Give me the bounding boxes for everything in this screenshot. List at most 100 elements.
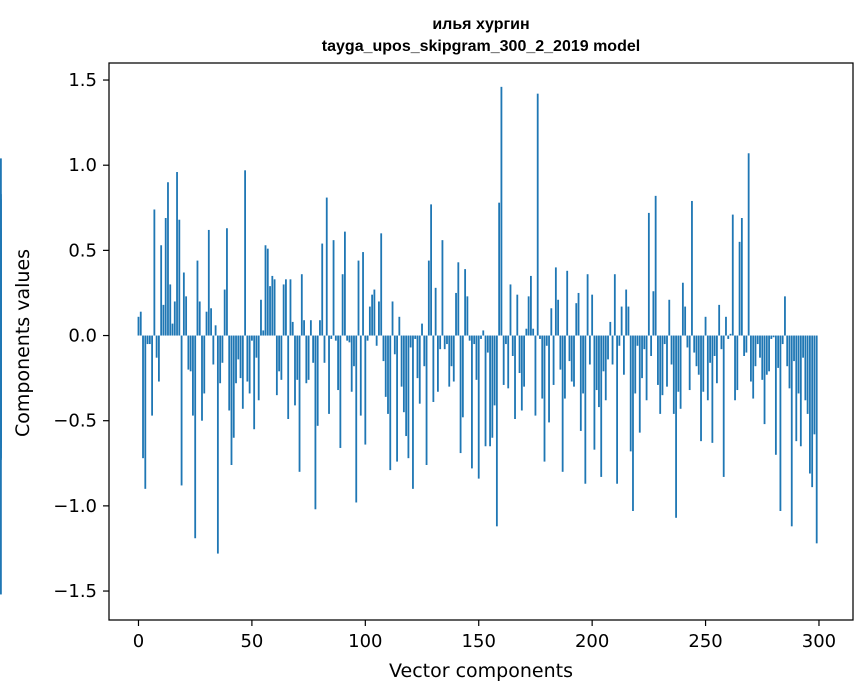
bar-component-265 [738, 241, 741, 336]
bar-component-54 [260, 299, 262, 336]
bar-component-69 [294, 335, 296, 406]
bar-component-211 [616, 335, 618, 484]
bar-component-107 [380, 233, 383, 336]
bar-component-30 [205, 311, 208, 336]
bar-component-176 [536, 93, 539, 336]
bar-component-185 [557, 299, 560, 336]
bar-component-165 [511, 335, 514, 356]
bar-component-undefined [0, 253, 2, 336]
bar-component-262 [731, 214, 734, 336]
bar-component-208 [609, 321, 612, 336]
bar-component-50 [251, 335, 253, 341]
bar-component-65 [285, 279, 287, 336]
bar-component-142 [459, 335, 462, 454]
bar-component-101 [366, 335, 369, 341]
bar-component-251 [706, 335, 709, 401]
y-tick-label: 1.0 [68, 155, 97, 176]
bar-component-194 [577, 292, 580, 336]
bar-component-1 [139, 311, 142, 336]
bar-component-undefined [0, 335, 2, 355]
bar-component-31 [207, 229, 210, 336]
bar-component-88 [337, 335, 339, 391]
bar-component-205 [602, 335, 605, 372]
bar-component-182 [550, 308, 553, 336]
bar-component-223 [643, 335, 646, 350]
bar-component-122 [414, 335, 417, 339]
bar-component-32 [210, 308, 212, 336]
bar-component-196 [582, 335, 584, 394]
bar-component-200 [591, 294, 594, 336]
x-tick-label: 0 [133, 631, 144, 652]
bar-component-199 [588, 335, 591, 365]
bar-component-171 [525, 328, 528, 336]
bar-component-10 [160, 245, 163, 336]
bar-component-299 [815, 335, 818, 544]
bar-component-274 [759, 335, 761, 358]
bar-component-140 [455, 292, 457, 336]
bar-component-220 [636, 335, 639, 346]
bar-component-127 [425, 335, 428, 465]
bar-component-151 [480, 335, 482, 339]
bar-component-138 [450, 335, 453, 367]
bar-component-240 [681, 282, 684, 336]
bar-component-38 [223, 289, 226, 336]
bar-component-27 [198, 301, 201, 336]
bar-component-170 [523, 335, 525, 387]
bar-component-68 [291, 321, 294, 336]
bar-component-284 [781, 335, 784, 345]
bar-component-207 [607, 335, 609, 360]
bar-component-186 [559, 335, 562, 370]
bar-component-134 [441, 240, 444, 336]
bar-component-197 [584, 335, 587, 484]
bar-component-276 [763, 335, 766, 425]
bar-component-114 [396, 335, 398, 462]
bar-component-36 [219, 335, 222, 384]
bar-component-161 [502, 335, 505, 385]
bar-component-103 [371, 294, 374, 336]
bar-component-271 [752, 335, 755, 399]
bar-component-25 [194, 335, 197, 539]
bar-component-159 [498, 202, 501, 336]
bar-component-245 [693, 335, 696, 353]
bar-component-19 [180, 335, 183, 486]
bar-component-273 [756, 335, 759, 345]
bar-component-21 [185, 296, 188, 336]
bar-component-195 [579, 335, 582, 431]
bar-component-280 [772, 335, 775, 338]
bar-component-144 [464, 269, 467, 336]
bar-component-246 [695, 335, 698, 367]
bar-component-203 [598, 335, 600, 408]
bar-component-52 [255, 335, 258, 358]
bars-group [0, 86, 818, 595]
bar-component-183 [552, 335, 555, 385]
bar-component-125 [421, 323, 423, 336]
bar-component-15 [171, 323, 174, 336]
bar-component-129 [430, 204, 432, 336]
bar-component-156 [491, 335, 494, 438]
bar-component-242 [686, 335, 689, 348]
bar-component-124 [418, 335, 421, 404]
bar-component-268 [745, 335, 748, 353]
bar-component-86 [332, 240, 335, 336]
bar-component-108 [382, 335, 385, 362]
bar-component-241 [684, 306, 687, 336]
bar-component-216 [627, 306, 630, 336]
bar-component-49 [248, 335, 251, 394]
bar-component-253 [711, 335, 714, 443]
chart-title-line1: илья хургин [432, 16, 529, 33]
bar-component-120 [409, 335, 412, 348]
bar-component-56 [264, 245, 267, 336]
bar-component-9 [158, 335, 160, 382]
bar-component-123 [416, 335, 419, 379]
bar-component-255 [716, 335, 718, 384]
bar-component-278 [768, 335, 770, 372]
x-tick-label: 150 [462, 631, 496, 652]
bar-component-293 [802, 335, 804, 358]
bar-component-130 [432, 335, 435, 402]
bar-component-226 [650, 335, 653, 356]
bar-component-155 [489, 335, 491, 447]
bar-component-90 [341, 274, 344, 336]
bar-component-243 [688, 335, 691, 391]
bar-component-6 [151, 335, 153, 416]
